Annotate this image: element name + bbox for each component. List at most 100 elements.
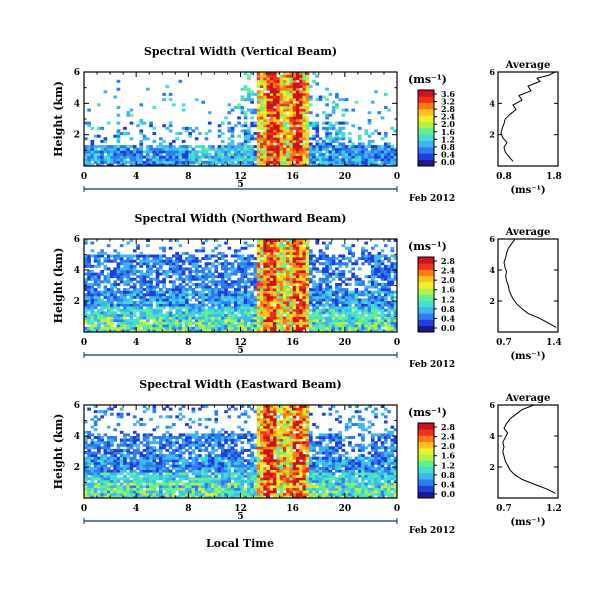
heatmap-cell <box>289 90 294 94</box>
heatmap-cell <box>250 319 254 323</box>
heatmap-cell <box>149 313 153 317</box>
heatmap-cell <box>305 311 310 315</box>
heatmap-cell <box>84 467 88 470</box>
heatmap-cell <box>250 92 254 96</box>
heatmap-cell <box>116 134 121 138</box>
heatmap-cell <box>201 485 206 489</box>
heatmap-cell <box>224 163 228 167</box>
heatmap-cell <box>273 77 277 81</box>
heatmap-cell <box>230 139 235 143</box>
heatmap-cell <box>188 492 192 496</box>
heatmap-cell <box>263 262 267 266</box>
heatmap-cell <box>185 492 189 496</box>
heatmap-cell <box>100 293 104 297</box>
heatmap-cell <box>305 160 310 164</box>
heatmap-cell <box>263 319 267 323</box>
heatmap-cell <box>387 306 391 310</box>
heatmap-cell <box>139 152 144 156</box>
heatmap-cell <box>302 145 307 149</box>
heatmap-cell <box>279 113 284 117</box>
heatmap-cell <box>178 448 183 452</box>
heatmap-cell <box>204 285 209 289</box>
heatmap-cell <box>87 298 91 302</box>
heatmap-cell <box>357 257 362 261</box>
heatmap-cell <box>380 308 385 312</box>
heatmap-cell <box>341 321 346 325</box>
heatmap-cell <box>276 77 281 81</box>
heatmap-cell <box>233 145 238 149</box>
heatmap-cell <box>129 160 134 164</box>
heatmap-cell <box>172 139 176 143</box>
heatmap-cell <box>93 264 98 268</box>
heatmap-cell <box>132 147 137 151</box>
heatmap-cell <box>240 147 245 151</box>
heatmap-cell <box>116 277 121 281</box>
heatmap-cell <box>175 482 179 486</box>
heatmap-cell <box>97 482 101 486</box>
heatmap-cell <box>139 308 144 312</box>
heatmap-cell <box>152 467 157 470</box>
heatmap-cell <box>172 467 176 470</box>
heatmap-cell <box>266 316 271 320</box>
heatmap-cell <box>214 163 219 167</box>
heatmap-cell <box>155 254 160 258</box>
heatmap-cell <box>158 280 163 284</box>
heatmap-cell <box>116 272 121 276</box>
heatmap-cell <box>263 74 267 78</box>
heatmap-cell <box>185 145 189 149</box>
heatmap-cell <box>103 150 108 154</box>
heatmap-cell <box>139 487 144 491</box>
heatmap-cell <box>247 90 251 94</box>
heatmap-cell <box>331 147 336 151</box>
heatmap-cell <box>194 467 199 470</box>
heatmap-cell <box>269 116 274 120</box>
heatmap-cell <box>380 163 385 167</box>
heatmap-cell <box>119 472 124 476</box>
heatmap-cell <box>129 436 134 439</box>
heatmap-cell <box>152 254 157 258</box>
heatmap-cell <box>269 92 274 96</box>
heatmap-cell <box>354 145 359 149</box>
heatmap-cell <box>211 467 215 470</box>
heatmap-cell <box>344 324 349 328</box>
heatmap-cell <box>155 482 160 486</box>
heatmap-cell <box>357 324 362 328</box>
heatmap-cell <box>103 469 108 473</box>
heatmap-cell <box>175 474 179 478</box>
heatmap-cell <box>110 295 114 299</box>
heatmap-cell <box>240 129 245 133</box>
heatmap-cell <box>132 163 137 167</box>
heatmap-cell <box>230 254 235 258</box>
heatmap-cell <box>240 155 245 159</box>
heatmap-cell <box>145 454 150 458</box>
heatmap-cell <box>247 311 251 315</box>
heatmap-cell <box>181 467 186 470</box>
heatmap-cell <box>335 290 339 294</box>
heatmap-cell <box>188 126 192 130</box>
heatmap-cell <box>168 257 173 261</box>
heatmap-cell <box>256 264 261 268</box>
heatmap-cell <box>344 257 349 261</box>
heatmap-cell <box>305 295 310 299</box>
heatmap-cell <box>295 116 300 120</box>
heatmap-cell <box>361 316 365 320</box>
heatmap-cell <box>374 262 378 266</box>
heatmap-cell <box>351 306 356 310</box>
heatmap-cell <box>348 152 352 156</box>
heatmap-cell <box>387 272 391 276</box>
heatmap-cell <box>331 303 336 307</box>
heatmap-cell <box>325 275 329 279</box>
heatmap-cell <box>155 313 160 317</box>
heatmap-cell <box>162 407 166 411</box>
heatmap-cell <box>269 126 274 130</box>
heatmap-cell <box>106 160 111 164</box>
heatmap-cell <box>240 270 245 273</box>
heatmap-cell <box>299 85 303 89</box>
heatmap-cell <box>247 152 251 156</box>
heatmap-cell <box>165 479 170 483</box>
heatmap-cell <box>286 324 290 328</box>
heatmap-cell <box>181 456 186 460</box>
heatmap-cell <box>191 155 196 159</box>
heatmap-cell <box>279 126 284 130</box>
